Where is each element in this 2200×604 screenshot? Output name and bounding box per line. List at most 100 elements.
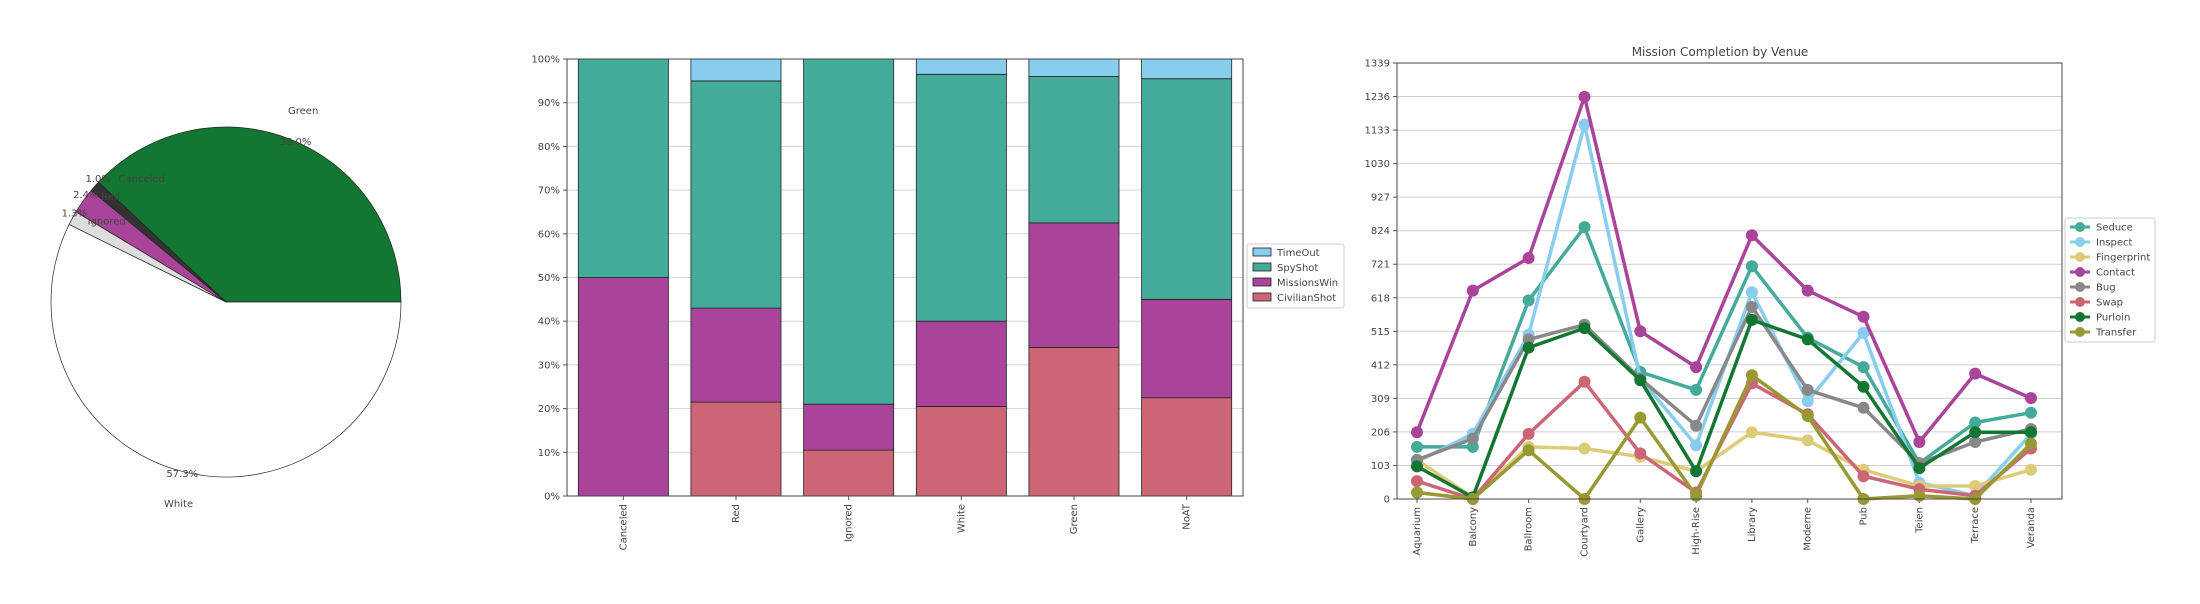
line-point-transfer xyxy=(1634,411,1647,424)
bar-ytick-label: 50% xyxy=(538,273,560,284)
line-point-transfer xyxy=(1913,489,1926,502)
line-ytick-label: 1236 xyxy=(1365,92,1390,103)
line-legend-label: Contact xyxy=(2096,268,2135,279)
bar-xtick-label: Ignored xyxy=(844,504,855,542)
bar-segment-spyshot xyxy=(577,58,669,278)
line-point-fingerprint xyxy=(1745,426,1758,439)
line-point-swap xyxy=(1578,375,1591,388)
line-point-seduce xyxy=(1411,440,1423,453)
bar-ytick-label: 100% xyxy=(531,55,560,66)
line-point-transfer xyxy=(1690,489,1703,502)
line-point-purloin xyxy=(1969,426,1982,439)
bar-segment-missionswin xyxy=(915,320,1007,407)
line-point-inspect xyxy=(1578,118,1591,131)
line-point-inspect xyxy=(1690,439,1703,452)
line-point-contact xyxy=(1578,90,1591,103)
line-point-contact xyxy=(1522,252,1535,264)
line-ytick-label: 1339 xyxy=(1365,59,1390,70)
line-point-fingerprint xyxy=(1969,480,1982,492)
bar-ytick-label: 40% xyxy=(538,317,560,328)
line-xtick-label: Library xyxy=(1747,507,1758,542)
bar-xtick-label: Red xyxy=(731,504,742,523)
line-ytick-label: 824 xyxy=(1371,226,1390,237)
line-legend-label: Inspect xyxy=(2096,238,2132,249)
line-point-contact xyxy=(1411,426,1423,439)
bar-ytick-label: 80% xyxy=(538,142,560,153)
bar-xtick-label: Green xyxy=(1069,504,1080,534)
bar-segment-missionswin xyxy=(1141,298,1233,399)
line-legend-marker xyxy=(2075,222,2085,232)
line-series-seduce xyxy=(1417,225,2032,465)
pie-label-ignored: Ignored xyxy=(88,216,126,227)
line-point-inspect xyxy=(1857,326,1870,339)
line-point-contact xyxy=(1634,325,1647,338)
line-point-purloin xyxy=(1690,465,1703,478)
line-point-contact xyxy=(2025,392,2037,405)
line-ytick-label: 206 xyxy=(1371,427,1390,438)
line-point-swap xyxy=(1522,427,1535,440)
line-series-fingerprint xyxy=(1416,430,2032,500)
line-xtick-label: Veranda xyxy=(2026,507,2037,548)
line-xtick-label: Courtyard xyxy=(1579,507,1590,557)
pie-pct-green: 38.0% xyxy=(280,137,312,148)
line-xtick-label: Pub xyxy=(1859,507,1870,526)
line-xtick-label: Aquarium xyxy=(1412,507,1423,555)
line-legend-marker xyxy=(2075,267,2085,277)
bar-segment-timeout xyxy=(1141,58,1233,80)
bar-segment-missionswin xyxy=(577,277,669,497)
bar-segment-civilianshot xyxy=(1028,346,1120,497)
line-point-swap xyxy=(1411,475,1423,488)
bar-ytick-label: 10% xyxy=(538,448,560,459)
line-point-purloin xyxy=(1801,333,1814,346)
pie-pct-red: 2.4% xyxy=(73,190,98,201)
line-chart-title: Mission Completion by Venue xyxy=(1632,45,1809,59)
line-point-inspect xyxy=(1801,395,1814,408)
bar-segment-spyshot xyxy=(803,58,895,405)
line-point-bug xyxy=(1522,333,1535,346)
line-point-bug xyxy=(1690,419,1703,432)
pie-slice-white xyxy=(50,224,402,478)
line-legend xyxy=(2064,217,2156,343)
bar-legend-swatch xyxy=(1252,247,1272,257)
line-point-fingerprint xyxy=(1578,442,1591,455)
line-point-swap xyxy=(1857,470,1870,483)
bar-legend-swatch xyxy=(1252,262,1272,272)
line-point-contact xyxy=(1913,436,1926,448)
line-point-bug xyxy=(1466,432,1479,445)
line-legend-label: Bug xyxy=(2096,283,2116,294)
line-series-bug xyxy=(1416,305,2032,465)
bar-segment-civilianshot xyxy=(690,401,782,497)
line-point-purloin xyxy=(1578,322,1591,335)
line-series-purloin xyxy=(1416,318,2031,500)
line-ytick-label: 309 xyxy=(1371,394,1390,405)
bar-ytick-label: 0% xyxy=(544,492,560,503)
bar-legend xyxy=(1246,243,1345,309)
bar-segment-civilianshot xyxy=(803,449,895,497)
pie-label-green: Green xyxy=(288,106,318,117)
line-point-transfer xyxy=(1522,444,1535,457)
line-legend-marker xyxy=(2075,237,2085,247)
line-xtick-label: High-Rise xyxy=(1691,507,1702,555)
bar-ytick-label: 60% xyxy=(538,229,560,240)
line-point-purloin xyxy=(2025,426,2037,439)
bar-legend-swatch xyxy=(1252,292,1272,302)
line-legend-label: Swap xyxy=(2096,298,2123,309)
bar-segment-civilianshot xyxy=(1141,397,1233,497)
line-legend-marker xyxy=(2075,252,2085,262)
bar-segment-missionswin xyxy=(803,403,895,451)
bar-segment-timeout xyxy=(1028,58,1120,77)
line-point-transfer xyxy=(1801,410,1814,422)
bar-segment-missionswin xyxy=(690,307,782,403)
line-legend-marker xyxy=(2075,297,2085,307)
line-ytick-label: 515 xyxy=(1371,327,1390,338)
line-point-contact xyxy=(1466,284,1479,297)
line-ytick-label: 103 xyxy=(1371,461,1390,472)
bar-segment-spyshot xyxy=(915,73,1007,322)
bar-ytick-label: 70% xyxy=(538,186,560,197)
bar-ytick-label: 30% xyxy=(538,360,560,371)
bar-segment-timeout xyxy=(915,58,1007,75)
pie-chart: Green 38.0% 1.0% Canceled 2.4% Red 1.3%Ignored… xyxy=(50,106,402,510)
line-point-bug xyxy=(1969,436,1982,448)
line-point-seduce xyxy=(1578,221,1591,234)
line-ytick-label: 0 xyxy=(1384,495,1390,506)
